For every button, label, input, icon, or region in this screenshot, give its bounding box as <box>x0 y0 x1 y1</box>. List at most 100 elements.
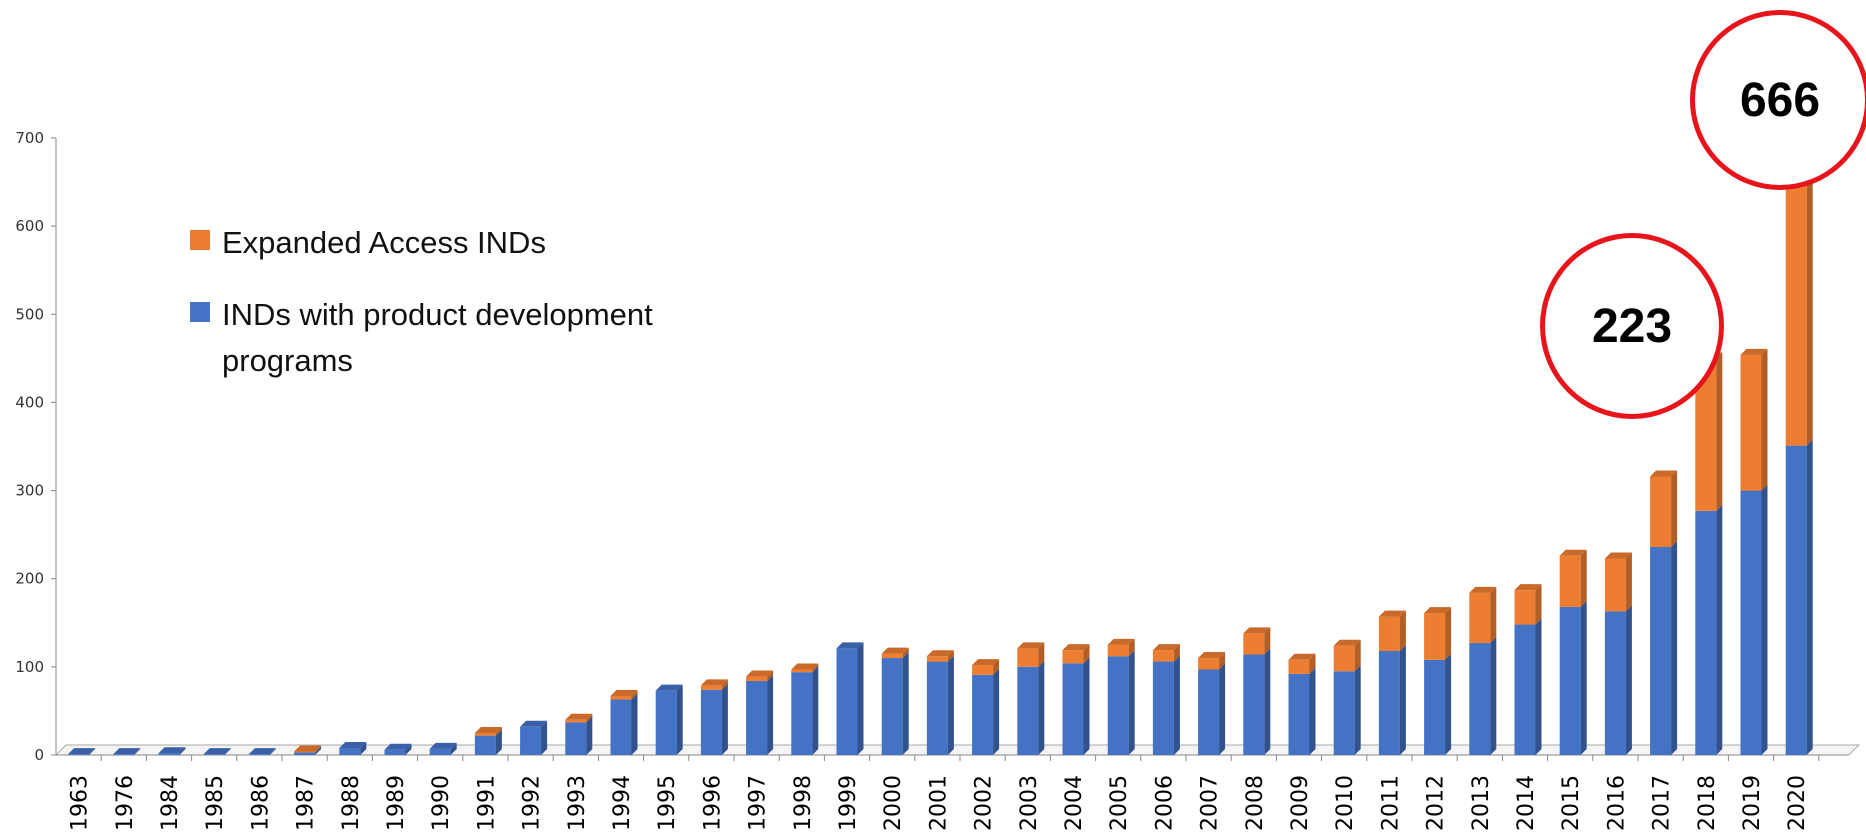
bar-side <box>1038 660 1045 755</box>
bar-side <box>1535 618 1542 755</box>
bar-top <box>700 679 728 686</box>
bar-side <box>1128 638 1135 657</box>
bar-segment-product-development <box>384 749 406 755</box>
bar-segment-expanded-access <box>1424 613 1446 660</box>
y-tick-label: 0 <box>34 746 44 764</box>
x-tick-label: 1990 <box>429 775 454 831</box>
bar-2007 <box>1198 652 1226 755</box>
x-tick-label: 2019 <box>1740 775 1765 831</box>
bar-segment-expanded-access <box>1559 555 1581 607</box>
bar-segment-expanded-access <box>791 669 813 673</box>
y-tick-label: 700 <box>15 129 44 147</box>
bar-top <box>248 748 276 755</box>
bar-side <box>1580 549 1587 607</box>
bar-side <box>721 683 728 755</box>
bar-side <box>1264 648 1271 755</box>
y-tick-label: 500 <box>15 305 44 323</box>
x-axis: 1963 1976 1984 1985 1986 1987 1988 1989 1990 1991… <box>68 775 1811 831</box>
bar-segment-product-development <box>926 661 948 755</box>
x-tick-label: 1984 <box>158 775 183 831</box>
bar-side <box>1083 657 1090 755</box>
x-tick-label: 1986 <box>248 775 273 831</box>
legend-label: INDs with product development programs <box>222 297 653 378</box>
bar-1987 <box>294 745 322 755</box>
bar-side <box>767 670 774 681</box>
bar-segment-product-development <box>1604 611 1626 755</box>
bar-top <box>203 748 231 755</box>
bar-segment-expanded-access <box>746 676 768 681</box>
bar-segment-expanded-access <box>1062 650 1084 664</box>
bar-side <box>360 741 367 755</box>
x-tick-label: 2001 <box>926 775 951 831</box>
bar-1996 <box>700 679 728 755</box>
bar-1985 <box>203 748 231 755</box>
bar-top <box>1062 644 1090 651</box>
x-tick-label: 1997 <box>746 775 771 831</box>
bar-segment-expanded-access <box>1152 650 1174 662</box>
bar-side <box>315 746 322 755</box>
x-tick-label: 1987 <box>294 775 319 831</box>
bar-side <box>450 742 457 755</box>
bar-side <box>1083 644 1090 664</box>
bar-top <box>113 748 141 755</box>
bar-side <box>947 655 954 755</box>
x-tick-label: 2000 <box>881 775 906 831</box>
bar-1991 <box>474 726 502 755</box>
x-tick-label: 1988 <box>339 775 364 831</box>
x-tick-label: 1992 <box>520 775 545 831</box>
bar-2012 <box>1424 607 1452 755</box>
x-tick-label: 1994 <box>610 775 635 831</box>
bar-1986 <box>248 748 276 755</box>
x-tick-label: 1999 <box>836 775 861 831</box>
bar-top <box>1559 549 1587 556</box>
bar-segment-product-development <box>1559 606 1581 755</box>
bar-side <box>1761 348 1768 491</box>
bar-1989 <box>384 743 412 755</box>
bar-top <box>565 713 593 720</box>
bar-segment-product-development <box>339 747 361 755</box>
bar-top <box>68 748 96 755</box>
legend: Expanded Access INDs INDs with product d… <box>190 220 750 410</box>
bar-side <box>134 748 141 755</box>
bar-side <box>1625 552 1632 612</box>
bar-segment-product-development <box>203 754 225 755</box>
bar-top <box>1243 627 1271 634</box>
bar-top <box>1604 552 1632 559</box>
bar-side <box>1173 644 1180 662</box>
bar-side <box>1219 663 1226 755</box>
bar-top <box>1333 639 1361 646</box>
bar-side <box>1716 352 1723 511</box>
bar-segment-product-development <box>1424 659 1446 755</box>
bar-2010 <box>1333 639 1361 755</box>
legend-item-expanded-access: Expanded Access INDs <box>190 220 750 266</box>
y-tick-label: 100 <box>15 658 44 676</box>
bar-top <box>881 647 909 654</box>
x-tick-label: 2002 <box>972 775 997 831</box>
x-tick-label: 1995 <box>655 775 680 831</box>
bar-segment-expanded-access <box>565 719 587 723</box>
bar-segment-product-development <box>1378 650 1400 755</box>
bar-segment-product-development <box>429 748 451 755</box>
x-tick-label: 2008 <box>1243 775 1268 831</box>
bar-segment-product-development <box>1785 445 1807 755</box>
bar-top <box>655 684 683 691</box>
bar-side <box>857 642 864 755</box>
bar-side <box>1761 484 1768 755</box>
x-tick-label: 2007 <box>1198 775 1223 831</box>
x-tick-label: 2009 <box>1288 775 1313 831</box>
bar-top <box>1740 348 1768 355</box>
bar-segment-product-development <box>1650 546 1672 755</box>
x-tick-label: 1996 <box>700 775 725 831</box>
bar-side <box>1625 605 1632 755</box>
bar-side <box>495 726 502 736</box>
bar-side <box>812 663 819 673</box>
x-tick-label: 1989 <box>384 775 409 831</box>
bar-side <box>1445 653 1452 755</box>
bar-side <box>586 716 593 755</box>
bar-top <box>1107 638 1135 645</box>
bar-2018 <box>1695 352 1723 755</box>
callout-2020: 666 <box>1690 10 1866 190</box>
bar-segment-expanded-access <box>1017 648 1039 667</box>
bar-2000 <box>881 647 909 755</box>
bar-segment-product-development <box>294 752 316 755</box>
